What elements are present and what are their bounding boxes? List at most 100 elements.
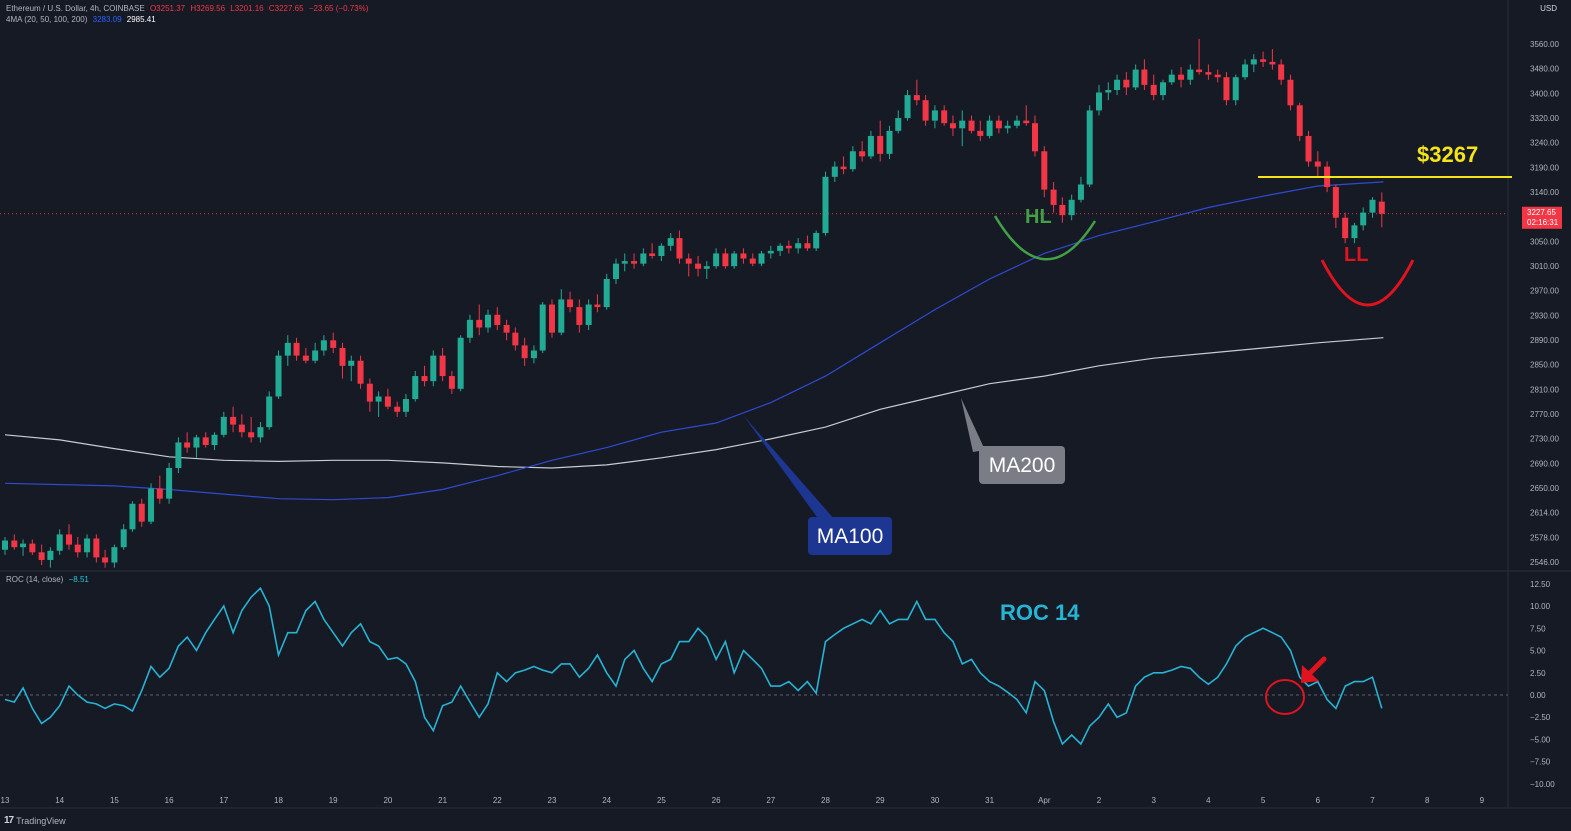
- candle-body: [1342, 217, 1349, 239]
- candle: [840, 156, 847, 175]
- current-price-value: 3227.65: [1527, 208, 1556, 217]
- close-value: C3227.65: [268, 4, 304, 13]
- candle: [512, 327, 519, 351]
- candle-body: [166, 468, 173, 499]
- roc-line: [4, 586, 1383, 746]
- roc-tick-label: 10.00: [1530, 602, 1551, 611]
- candle-body: [1305, 135, 1312, 162]
- candle-body: [658, 245, 665, 257]
- candle: [558, 289, 565, 336]
- candle-body: [758, 253, 765, 264]
- candle: [658, 243, 665, 262]
- candle: [2, 536, 8, 555]
- candle: [740, 248, 747, 264]
- candle-body: [102, 557, 109, 563]
- candle: [1296, 102, 1303, 142]
- roc-tick-label: 0.00: [1530, 691, 1546, 700]
- candle: [539, 301, 546, 354]
- candle-body: [211, 434, 218, 446]
- candle: [895, 110, 902, 134]
- candle-body: [457, 337, 464, 389]
- time-tick-label: 5: [1261, 796, 1266, 805]
- candle: [1378, 192, 1385, 228]
- candle-body: [1086, 110, 1093, 185]
- candle: [293, 337, 300, 361]
- candle: [1332, 184, 1339, 228]
- candle: [129, 501, 136, 532]
- price-tick-label: 2690.00: [1530, 459, 1559, 468]
- ma-legend[interactable]: 4MA (20, 50, 100, 200) 3283.09 2985.41: [6, 15, 159, 24]
- candle: [849, 146, 856, 172]
- candle-body: [1050, 189, 1057, 205]
- symbol-legend[interactable]: Ethereum / U.S. Dollar, 4h, COINBASE O32…: [6, 4, 371, 13]
- time-tick-label: 29: [876, 796, 885, 805]
- candle-body: [722, 253, 729, 267]
- candle-body: [1214, 74, 1221, 78]
- ll-arc: [1320, 259, 1415, 307]
- candle: [795, 238, 802, 254]
- candle: [330, 332, 337, 354]
- candle: [1196, 38, 1203, 75]
- candle: [1041, 146, 1048, 198]
- candle-body: [859, 151, 866, 157]
- candle: [758, 250, 765, 267]
- time-tick-label: 14: [55, 796, 64, 805]
- ma200-callout-box[interactable]: [979, 446, 1065, 484]
- candle: [412, 370, 419, 402]
- candle: [102, 549, 109, 568]
- candle: [20, 539, 27, 556]
- candle-body: [2, 540, 8, 550]
- candle-body: [549, 304, 555, 333]
- candle: [621, 253, 628, 272]
- ma100-callout-label: MA100: [817, 525, 884, 548]
- candle-body: [1059, 204, 1066, 216]
- candle: [11, 534, 18, 550]
- roc-tick-label: −7.50: [1530, 758, 1551, 767]
- candle: [1287, 74, 1294, 111]
- candle: [594, 294, 601, 313]
- ma100-callout-box[interactable]: [808, 517, 892, 555]
- candle: [1032, 115, 1039, 157]
- candle: [567, 291, 574, 313]
- candle: [1178, 66, 1185, 88]
- time-tick-label: 22: [493, 796, 502, 805]
- candle-body: [439, 355, 446, 377]
- roc-axis[interactable]: 12.50 10.00 7.50 5.00 2.50 0.00 −2.50 −5.00 −7.5…: [1530, 580, 1555, 789]
- time-tick-label: 6: [1316, 796, 1321, 805]
- roc-legend[interactable]: ROC (14, close) −8.51: [6, 575, 92, 584]
- candle: [977, 120, 984, 142]
- candle-body: [1041, 151, 1048, 190]
- time-axis[interactable]: 13 14 15 16 17 18 19 20 21 22 23 24 25 26 27 28 29 30 31 Ap…: [1, 796, 1485, 805]
- candle-body: [65, 534, 72, 545]
- candle: [530, 345, 537, 364]
- candle: [1250, 54, 1257, 73]
- candle-body: [749, 258, 756, 264]
- candle: [1114, 74, 1121, 96]
- candle: [38, 544, 45, 566]
- candle-body: [1360, 212, 1367, 226]
- currency-label[interactable]: USD: [1540, 4, 1557, 13]
- tradingview-branding: 17 TradingView: [4, 815, 66, 826]
- candle-body: [430, 355, 437, 382]
- candle-body: [394, 406, 401, 412]
- candle-body: [1287, 79, 1294, 106]
- candle: [476, 304, 483, 336]
- candle: [202, 432, 209, 448]
- price-tick-label: 2770.00: [1530, 410, 1559, 419]
- candle-body: [931, 110, 938, 121]
- candle-body: [949, 123, 956, 129]
- candle: [995, 115, 1002, 134]
- candle-body: [1260, 59, 1267, 62]
- time-tick-label: 18: [274, 796, 283, 805]
- candle-body: [576, 307, 583, 325]
- candle: [184, 432, 191, 453]
- candle-body: [1232, 77, 1239, 101]
- candle: [941, 105, 948, 126]
- candle-body: [448, 376, 455, 389]
- candle: [257, 422, 264, 443]
- candle-body: [922, 100, 929, 121]
- candle-body: [567, 299, 574, 308]
- time-tick-label: 16: [165, 796, 174, 805]
- roc-tick-label: 7.50: [1530, 624, 1546, 633]
- time-tick-label: 31: [985, 796, 994, 805]
